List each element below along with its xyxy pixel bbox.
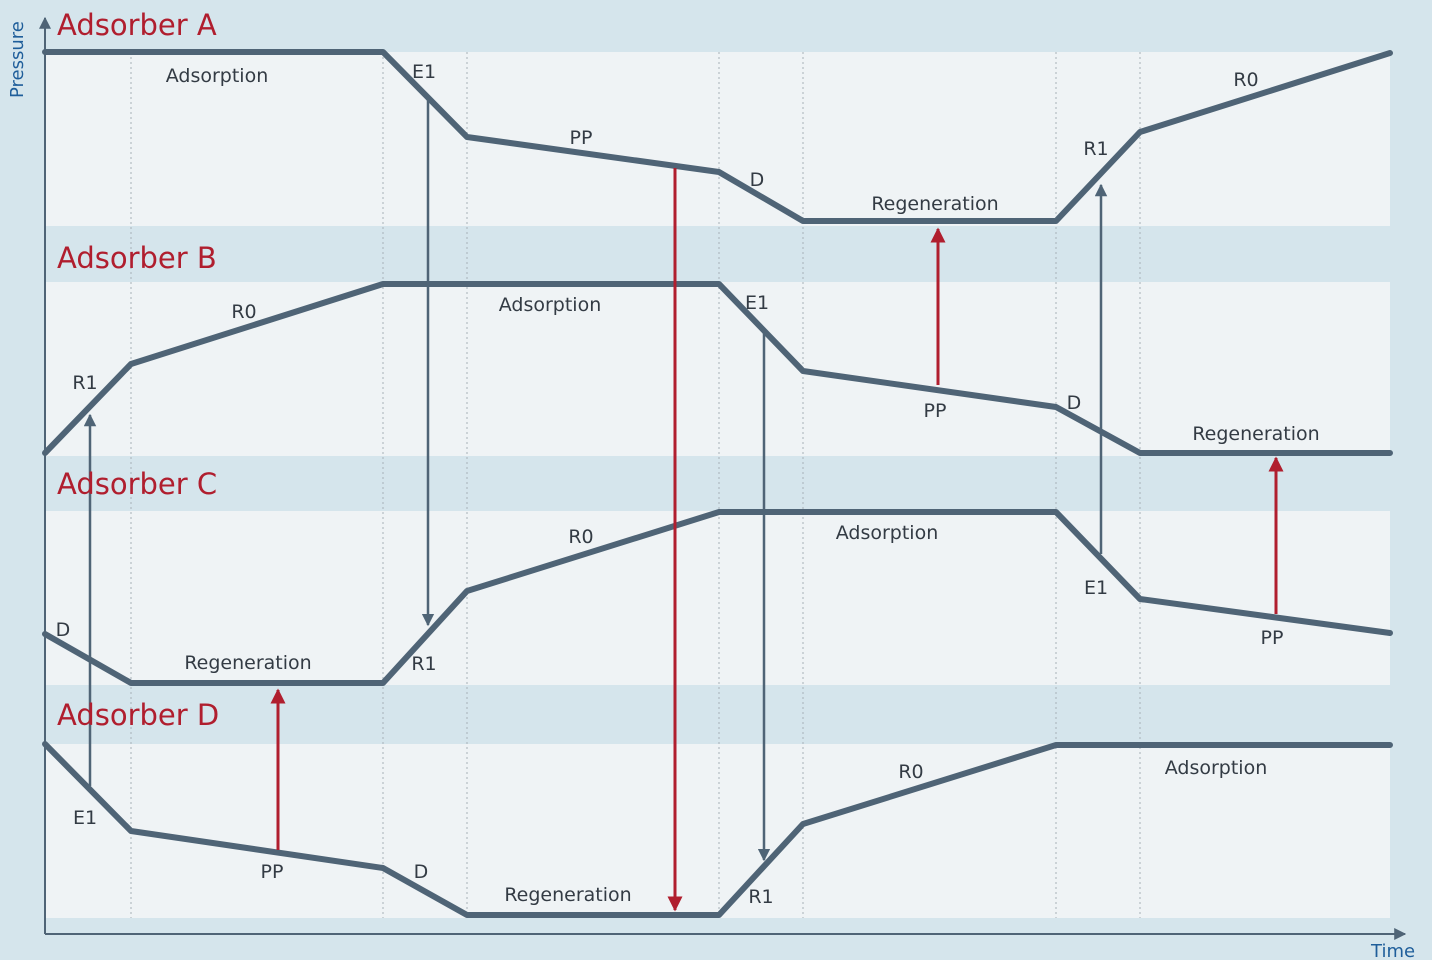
panel-a — [45, 52, 1390, 226]
step-label: R1 — [72, 372, 97, 394]
step-label: R1 — [411, 653, 436, 675]
step-label: R0 — [898, 761, 923, 783]
panel-b — [45, 282, 1390, 456]
step-label: Adsorption — [499, 294, 602, 316]
step-label: E1 — [412, 61, 436, 83]
step-label: Regeneration — [1192, 423, 1319, 445]
step-label: Adsorption — [166, 65, 269, 87]
pressure-curve-a — [42, 49, 1393, 224]
step-label: Regeneration — [184, 652, 311, 674]
step-label: Regeneration — [504, 884, 631, 906]
step-label: R0 — [1233, 69, 1258, 91]
step-label: PP — [261, 861, 284, 883]
step-label: PP — [570, 127, 593, 149]
step-label: R0 — [568, 526, 593, 548]
step-label: R1 — [1083, 138, 1108, 160]
step-label: PP — [924, 400, 947, 422]
step-label: PP — [1261, 627, 1284, 649]
adsorber-b-title: Adsorber B — [57, 241, 217, 275]
panel-d — [45, 744, 1390, 918]
phase-separators — [130, 52, 1141, 918]
step-label: D — [56, 619, 71, 641]
step-label: E1 — [73, 807, 97, 829]
pressure-curve-c — [42, 509, 1393, 686]
step-label: E1 — [1084, 577, 1108, 599]
step-label: D — [750, 169, 765, 191]
step-label: R0 — [231, 301, 256, 323]
step-label: Adsorption — [836, 522, 939, 544]
step-label: Regeneration — [871, 193, 998, 215]
adsorber-a-title: Adsorber A — [57, 8, 217, 42]
step-label: D — [1067, 392, 1082, 414]
adsorber-c-title: Adsorber C — [57, 467, 217, 501]
step-label: Adsorption — [1165, 757, 1268, 779]
x-axis-label: Time — [1370, 941, 1415, 960]
step-label: D — [414, 861, 429, 883]
pressure-curve-b — [42, 281, 1393, 456]
step-label: E1 — [745, 292, 769, 314]
pressure-curve-d — [42, 741, 1393, 918]
panel-c — [45, 511, 1390, 685]
step-label: R1 — [748, 886, 773, 908]
adsorber-d-title: Adsorber D — [57, 698, 219, 732]
y-axis-label: Pressure — [7, 21, 28, 98]
